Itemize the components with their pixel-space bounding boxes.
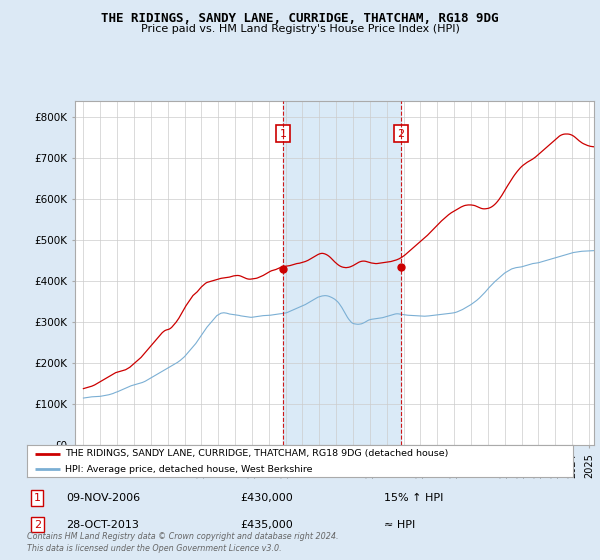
Text: ≈ HPI: ≈ HPI (384, 520, 415, 530)
Text: 28-OCT-2013: 28-OCT-2013 (66, 520, 139, 530)
Text: 1: 1 (34, 493, 41, 503)
Text: THE RIDINGS, SANDY LANE, CURRIDGE, THATCHAM, RG18 9DG: THE RIDINGS, SANDY LANE, CURRIDGE, THATC… (101, 12, 499, 25)
Bar (283, 101, 401, 445)
Text: Price paid vs. HM Land Registry's House Price Index (HPI): Price paid vs. HM Land Registry's House … (140, 24, 460, 34)
Text: £430,000: £430,000 (240, 493, 293, 503)
Text: HPI: Average price, detached house, West Berkshire: HPI: Average price, detached house, West… (65, 464, 313, 474)
Text: 2: 2 (397, 129, 404, 139)
Text: Contains HM Land Registry data © Crown copyright and database right 2024.
This d: Contains HM Land Registry data © Crown c… (27, 533, 338, 553)
Text: 2: 2 (34, 520, 41, 530)
Text: 1: 1 (280, 129, 287, 139)
Text: 09-NOV-2006: 09-NOV-2006 (66, 493, 140, 503)
Text: THE RIDINGS, SANDY LANE, CURRIDGE, THATCHAM, RG18 9DG (detached house): THE RIDINGS, SANDY LANE, CURRIDGE, THATC… (65, 449, 449, 458)
Text: 15% ↑ HPI: 15% ↑ HPI (384, 493, 443, 503)
Text: £435,000: £435,000 (240, 520, 293, 530)
